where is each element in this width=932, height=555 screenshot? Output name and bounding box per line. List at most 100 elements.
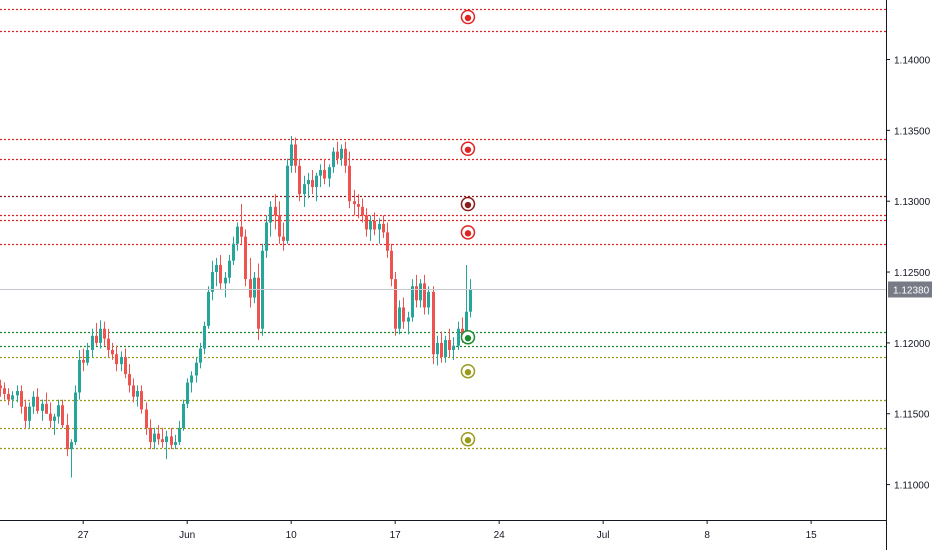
candle-body: [61, 405, 64, 426]
candle: [140, 385, 143, 414]
candle: [232, 236, 235, 265]
candle-body: [174, 442, 177, 445]
level-marker-6[interactable]: [460, 431, 476, 447]
candle-body: [20, 391, 23, 407]
candle-body: [28, 406, 31, 421]
last-price-badge[interactable]: 1.12380: [888, 281, 932, 298]
candle-body: [91, 335, 94, 350]
level-marker-5[interactable]: [460, 363, 476, 379]
candle: [402, 297, 405, 329]
candle: [11, 391, 14, 409]
candle: [28, 402, 31, 428]
x-tick-label: Jul: [597, 530, 610, 541]
candle: [236, 222, 239, 251]
candle-body: [361, 206, 364, 216]
candle-body: [407, 317, 410, 322]
candle: [16, 385, 19, 403]
candle-body: [11, 395, 14, 400]
x-tick-label: 17: [390, 530, 402, 541]
x-tick-label: 8: [704, 530, 710, 541]
last-price-badge-bg: [888, 281, 932, 298]
x-axis[interactable]: 27 Jun 10 17 24 Jul 8 15: [0, 520, 887, 550]
level-marker-2[interactable]: [460, 196, 476, 212]
candle-body: [145, 409, 148, 428]
candle: [111, 342, 114, 360]
candle-body: [257, 277, 260, 329]
candle-body: [24, 406, 27, 421]
level-marker-1[interactable]: [460, 141, 476, 157]
level-marker-dot: [464, 146, 472, 153]
candle: [61, 399, 64, 428]
candle-body: [265, 222, 268, 251]
candle: [95, 323, 98, 346]
candle-body: [457, 328, 460, 346]
candle: [311, 170, 314, 195]
candle-body: [153, 433, 156, 443]
candle: [419, 279, 422, 308]
candle-body: [436, 342, 439, 355]
candle-body: [286, 165, 289, 241]
candle-body: [120, 357, 123, 365]
candle: [82, 348, 85, 372]
x-tick-label: 10: [286, 530, 298, 541]
level-marker-dot: [464, 437, 472, 444]
level-marker-3[interactable]: [460, 225, 476, 240]
candle-body: [378, 223, 381, 230]
candle: [86, 342, 89, 366]
candle-body: [444, 340, 447, 358]
y-tick-label: 1.11500: [894, 410, 930, 421]
candle: [257, 263, 260, 341]
candle: [440, 331, 443, 363]
candle: [469, 279, 472, 318]
candle: [145, 402, 148, 435]
candle: [411, 279, 414, 322]
candle-body: [427, 291, 430, 308]
candle-body: [373, 221, 376, 230]
candle: [0, 379, 2, 397]
candle: [298, 158, 301, 202]
y-tick-label: 1.12500: [894, 268, 931, 279]
candle: [427, 286, 430, 315]
candle: [153, 427, 156, 450]
candle-body: [95, 335, 98, 343]
candle-body: [53, 416, 56, 421]
candle: [132, 378, 135, 403]
candle-body: [353, 201, 356, 205]
candle-body: [199, 348, 202, 363]
candle: [386, 222, 389, 258]
candle-body: [215, 264, 218, 273]
level-marker-dot: [464, 230, 472, 237]
candle-body: [344, 148, 347, 166]
candle-body: [103, 328, 106, 339]
candle: [57, 399, 60, 424]
candle-body: [249, 279, 252, 298]
candle-body: [115, 354, 118, 365]
y-tick-label: 1.13000: [894, 197, 931, 208]
candle: [228, 255, 231, 284]
candle: [465, 264, 468, 339]
candle-body: [423, 283, 426, 308]
candle-body: [124, 357, 127, 375]
candle-body: [0, 385, 2, 389]
candle: [78, 349, 81, 400]
y-axis-background: [886, 0, 932, 550]
candle: [215, 257, 218, 287]
level-marker-4[interactable]: [460, 329, 476, 345]
candle: [432, 286, 435, 365]
candle: [20, 385, 23, 414]
candle-body: [211, 272, 214, 292]
candle: [436, 335, 439, 366]
candle-body: [228, 260, 231, 278]
candle: [128, 364, 131, 393]
candle-body: [140, 391, 143, 410]
candle: [36, 388, 39, 414]
level-marker-0[interactable]: [460, 9, 476, 25]
candle-body: [348, 165, 351, 202]
candle: [369, 215, 372, 241]
y-axis[interactable]: 1.14000 1.13500 1.13000 1.12500 1.12000 1.115…: [886, 0, 932, 550]
level-marker-dot: [464, 369, 472, 376]
candle: [170, 427, 173, 450]
candle: [124, 348, 127, 379]
candle: [249, 257, 252, 308]
